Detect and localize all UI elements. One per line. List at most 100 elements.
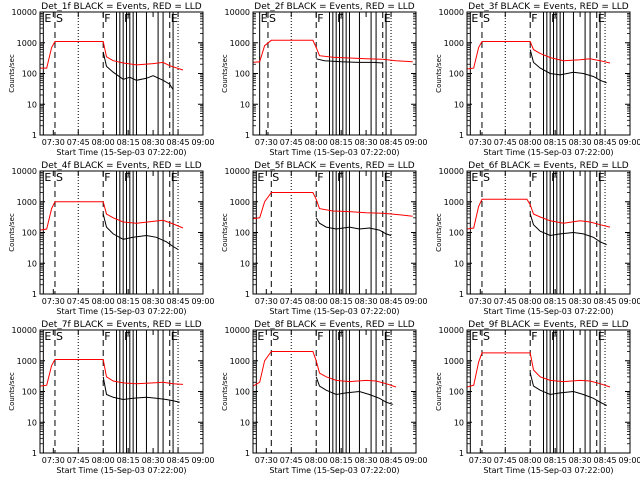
y-tick-label: 1 [459,131,464,140]
panel-title: Det_5f BLACK = Events, RED = LLD [254,161,414,171]
y-tick-label: 1000 [17,39,37,48]
x-tick-label: 08:15 [117,456,140,465]
x-tick-label: 07:45 [494,456,517,465]
x-tick-label: 07:30 [469,297,492,306]
x-tick-label: 08:15 [117,138,140,147]
y-tick-label: 10 [27,418,37,427]
flag-label: E [598,171,605,184]
flag-label: E [44,12,51,25]
flag-label: F [104,330,110,343]
x-tick-label: 08:45 [380,297,403,306]
y-tick-label: 10 [27,100,37,109]
flag-label: E [257,330,264,343]
y-tick-label: 1 [245,449,250,458]
flag-label: S [272,330,279,343]
y-tick-label: 10000 [439,8,464,17]
panel-4: Det_4f BLACK = Events, RED = LLD 1 10 100 10… [8,161,215,316]
x-tick-label: 08:15 [544,297,567,306]
x-tick-label: 09:00 [404,297,427,306]
flag-label: E [384,12,391,25]
panel-title: Det_9f BLACK = Events, RED = LLD [468,320,628,330]
x-tick-label: 08:00 [92,297,115,306]
series-black-events [529,213,607,246]
y-tick-label: 1 [32,131,37,140]
x-tick-label: 09:00 [191,138,214,147]
x-tick-label: 07:30 [469,138,492,147]
series-black-events [529,372,607,406]
x-tick-label: 08:15 [544,456,567,465]
x-tick-label: 08:00 [519,138,542,147]
y-tick-label: 10000 [12,8,37,17]
x-tick-label: 08:45 [167,297,190,306]
flag-label: E [598,330,605,343]
x-tick-label: 07:30 [469,456,492,465]
x-tick-label: 07:45 [67,297,90,306]
y-axis-label: Counts/sec [435,213,443,252]
flag-label: E [384,330,391,343]
x-tick-label: 07:45 [494,297,517,306]
y-tick-label: 100 [22,229,37,238]
panel-7: Det_7f BLACK = Events, RED = LLD 1 10 100 10… [8,320,215,475]
flag-label: F [124,330,130,343]
flag-label: F [531,171,537,184]
x-tick-label: 07:45 [280,456,303,465]
y-tick-label: 10 [454,259,464,268]
plot-frame [39,11,204,136]
plot-frame [466,329,631,454]
flag-label: E [257,171,264,184]
x-tick-label: 08:45 [380,138,403,147]
x-tick-label: 08:15 [330,138,353,147]
y-tick-label: 10000 [439,326,464,335]
series-red-lld [466,41,611,70]
y-tick-label: 1 [245,290,250,299]
flag-label: S [56,171,63,184]
y-axis-label: Counts/sec [8,372,16,411]
flag-label: F [124,12,130,25]
x-axis-label: Start Time (15-Sep-03 07:22:00) [483,148,613,157]
flag-label: E [261,12,268,25]
series-red-lld [252,39,413,63]
y-tick-label: 100 [22,388,37,397]
y-axis-label: Counts/sec [435,372,443,411]
x-tick-label: 08:45 [167,138,190,147]
x-tick-label: 07:45 [494,138,517,147]
x-tick-label: 08:45 [594,456,617,465]
x-tick-label: 09:00 [404,138,427,147]
y-tick-label: 100 [235,229,250,238]
plot-frame [252,170,417,295]
x-tick-label: 08:30 [142,297,165,306]
y-tick-label: 10 [27,259,37,268]
x-tick-label: 08:15 [117,297,140,306]
series-red-lld [466,352,611,388]
x-tick-label: 08:30 [142,138,165,147]
plot-frame [39,329,204,454]
x-tick-label: 08:45 [167,456,190,465]
x-tick-label: 08:45 [380,456,403,465]
flag-label: S [269,12,276,25]
flag-label: S [483,12,490,25]
panel-title: Det_1f BLACK = Events, RED = LLD [41,2,201,12]
y-tick-label: 1 [459,449,464,458]
x-axis-label: Start Time (15-Sep-03 07:22:00) [483,466,613,475]
y-tick-label: 1 [32,449,37,458]
flag-label: F [104,12,110,25]
panel-title: Det_4f BLACK = Events, RED = LLD [41,161,201,171]
series-black-events [529,49,607,84]
series-red-lld [252,192,413,220]
y-tick-label: 10 [454,100,464,109]
flag-label: F [337,171,343,184]
y-axis-label: Counts/sec [221,54,229,93]
x-tick-label: 08:00 [519,456,542,465]
panel-title: Det_7f BLACK = Events, RED = LLD [41,320,201,330]
y-tick-label: 10 [240,100,250,109]
flag-label: F [531,330,537,343]
series-black-events [102,376,180,403]
x-tick-label: 08:00 [519,297,542,306]
flag-label: E [471,12,478,25]
y-tick-label: 100 [22,70,37,79]
x-tick-label: 08:30 [569,138,592,147]
x-tick-label: 07:45 [280,138,303,147]
x-tick-label: 09:00 [618,456,640,465]
plot-frame [39,170,204,295]
y-tick-label: 10000 [225,8,250,17]
